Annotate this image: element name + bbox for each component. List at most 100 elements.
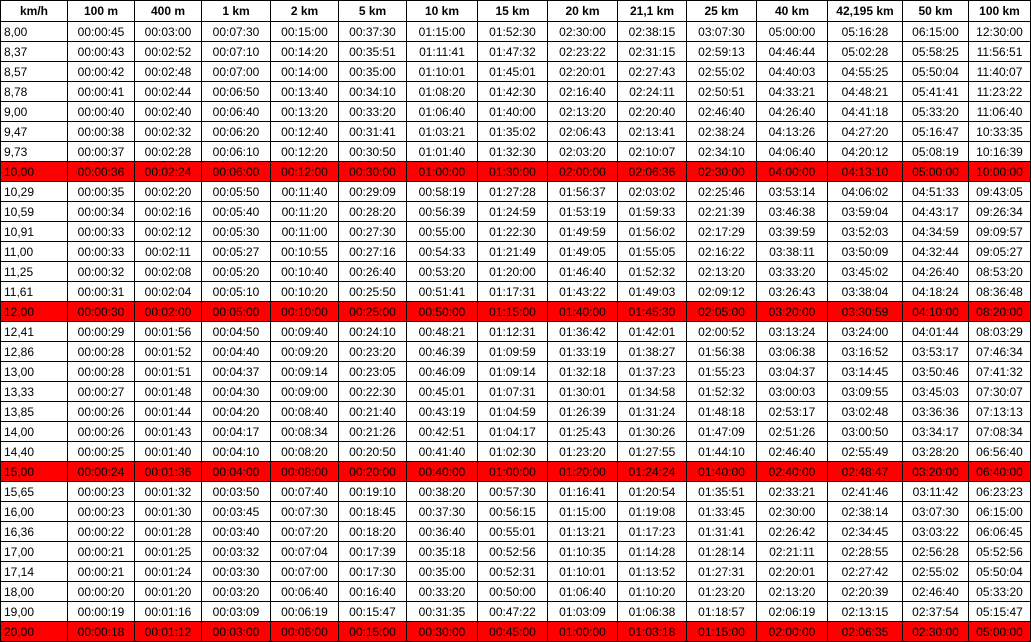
time-cell: 01:33:19 (547, 341, 618, 362)
speed-cell: 18,00 (0, 581, 68, 602)
time-cell: 08:53:20 (968, 261, 1031, 282)
time-cell: 00:04:30 (201, 381, 271, 402)
time-cell: 01:09:14 (477, 361, 548, 382)
table-row: 8,57 00:00:42 00:02:48 00:07:00 00:14:00 00:3… (0, 61, 1031, 82)
time-cell: 04:20:12 (827, 141, 903, 162)
time-cell: 00:00:43 (67, 41, 135, 62)
time-cell: 03:09:55 (827, 381, 903, 402)
table-row: 8,78 00:00:41 00:02:44 00:06:50 00:13:40 00:3… (0, 81, 1031, 102)
time-cell: 00:10:55 (270, 241, 339, 262)
time-cell: 00:12:20 (270, 141, 339, 162)
time-cell: 00:55:00 (406, 221, 478, 242)
table-row: 11,25 00:00:32 00:02:08 00:05:20 00:10:40 00:… (0, 261, 1031, 282)
speed-cell: 8,00 (0, 21, 68, 42)
time-cell: 02:06:36 (617, 161, 687, 182)
time-cell: 04:26:40 (902, 261, 969, 282)
time-cell: 03:38:04 (827, 281, 903, 302)
speed-cell: 10,91 (0, 221, 68, 242)
time-cell: 01:15:00 (686, 621, 757, 642)
time-cell: 02:55:02 (902, 561, 969, 582)
time-cell: 00:57:30 (477, 481, 548, 502)
time-cell: 00:01:32 (134, 481, 202, 502)
time-cell: 01:56:02 (617, 221, 687, 242)
time-cell: 02:13:20 (756, 581, 828, 602)
time-cell: 00:00:33 (67, 241, 135, 262)
time-cell: 02:13:41 (617, 121, 687, 142)
time-cell: 01:03:21 (406, 121, 478, 142)
time-cell: 01:15:00 (406, 21, 478, 42)
time-cell: 01:53:19 (547, 201, 618, 222)
time-cell: 00:47:22 (477, 601, 548, 622)
time-cell: 00:26:40 (338, 261, 407, 282)
time-cell: 00:27:30 (338, 221, 407, 242)
time-cell: 01:45:01 (477, 61, 548, 82)
time-cell: 00:00:31 (67, 281, 135, 302)
time-cell: 00:00:29 (67, 321, 135, 342)
time-cell: 01:03:09 (547, 601, 618, 622)
time-cell: 00:06:20 (201, 121, 271, 142)
time-cell: 00:05:27 (201, 241, 271, 262)
time-cell: 01:09:59 (477, 341, 548, 362)
time-cell: 01:06:40 (406, 101, 478, 122)
time-cell: 00:17:30 (338, 561, 407, 582)
time-cell: 00:53:20 (406, 261, 478, 282)
time-cell: 02:20:01 (547, 61, 618, 82)
time-cell: 00:58:19 (406, 181, 478, 202)
time-cell: 00:02:12 (134, 221, 202, 242)
time-cell: 00:02:00 (134, 301, 202, 322)
table-row: 17,14 00:00:21 00:01:24 00:03:30 00:07:00 00:… (0, 561, 1031, 582)
table-row: 17,00 00:00:21 00:01:25 00:03:32 00:07:04 00:… (0, 541, 1031, 562)
time-cell: 02:21:39 (686, 201, 757, 222)
time-cell: 00:00:28 (67, 341, 135, 362)
time-cell: 00:00:22 (67, 521, 135, 542)
time-cell: 00:00:30 (67, 301, 135, 322)
time-cell: 03:02:48 (827, 401, 903, 422)
time-cell: 00:04:20 (201, 401, 271, 422)
speed-cell: 13,00 (0, 361, 68, 382)
time-cell: 00:01:40 (134, 441, 202, 462)
time-cell: 00:38:20 (406, 481, 478, 502)
time-cell: 00:00:35 (67, 181, 135, 202)
time-cell: 01:35:02 (477, 121, 548, 142)
time-cell: 00:06:00 (270, 621, 339, 642)
time-cell: 01:47:32 (477, 41, 548, 62)
time-cell: 00:22:30 (338, 381, 407, 402)
time-cell: 01:46:40 (547, 261, 618, 282)
table-row: 10,91 00:00:33 00:02:12 00:05:30 00:11:00 00:… (0, 221, 1031, 242)
table-row: 8,00 00:00:45 00:03:00 00:07:30 00:15:00 00:3… (0, 21, 1031, 42)
time-cell: 01:10:01 (406, 61, 478, 82)
time-cell: 00:55:01 (477, 521, 548, 542)
time-cell: 01:01:40 (406, 141, 478, 162)
time-cell: 01:00:00 (477, 461, 548, 482)
table-row: 16,36 00:00:22 00:01:28 00:03:40 00:07:20 00:… (0, 521, 1031, 542)
time-cell: 03:06:38 (756, 341, 828, 362)
time-cell: 00:00:25 (67, 441, 135, 462)
time-cell: 03:38:11 (756, 241, 828, 262)
time-cell: 11:40:07 (968, 61, 1031, 82)
time-cell: 00:04:00 (201, 461, 271, 482)
time-cell: 02:06:19 (756, 601, 828, 622)
time-cell: 05:33:20 (968, 581, 1031, 602)
time-cell: 00:37:30 (406, 501, 478, 522)
time-cell: 01:15:00 (547, 501, 618, 522)
time-cell: 00:02:04 (134, 281, 202, 302)
time-cell: 01:20:00 (547, 461, 618, 482)
time-cell: 02:03:02 (617, 181, 687, 202)
time-cell: 00:21:26 (338, 421, 407, 442)
time-cell: 01:34:58 (617, 381, 687, 402)
time-cell: 01:45:30 (617, 301, 687, 322)
table-row: 10,29 00:00:35 00:02:20 00:05:50 00:11:40 00:… (0, 181, 1031, 202)
column-header: 100 km (968, 0, 1031, 22)
time-cell: 00:31:41 (338, 121, 407, 142)
time-cell: 09:26:34 (968, 201, 1031, 222)
time-cell: 02:30:00 (902, 621, 969, 642)
time-cell: 05:50:04 (902, 61, 969, 82)
time-cell: 00:03:50 (201, 481, 271, 502)
time-cell: 06:40:00 (968, 461, 1031, 482)
time-cell: 00:45:01 (406, 381, 478, 402)
time-cell: 01:49:59 (547, 221, 618, 242)
time-cell: 02:10:07 (617, 141, 687, 162)
highlighted-row: 20,00 00:00:18 00:01:12 00:03:00 00:06:00 00:… (0, 621, 1031, 642)
time-cell: 00:02:48 (134, 61, 202, 82)
time-cell: 02:27:42 (827, 561, 903, 582)
